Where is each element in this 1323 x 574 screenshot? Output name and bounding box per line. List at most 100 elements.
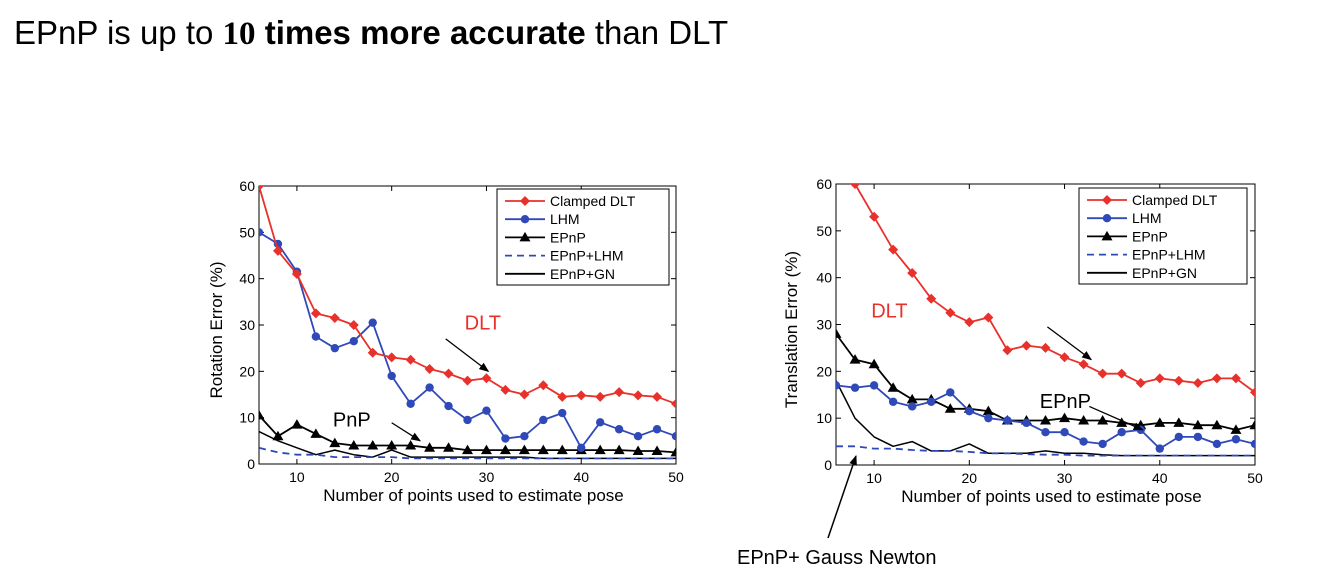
- clamped-dlt-point: [964, 317, 975, 328]
- x-axis-label: Number of points used to estimate pose: [323, 486, 624, 505]
- clamped-dlt-point: [1059, 352, 1070, 363]
- clamped-dlt-point: [1192, 378, 1203, 389]
- clamped-dlt-point: [1135, 378, 1146, 389]
- y-tick-label: 40: [239, 271, 255, 287]
- clamped-dlt-point: [983, 312, 994, 323]
- gauss-newton-label: EPnP+ Gauss Newton: [737, 547, 937, 569]
- clamped-dlt-point: [424, 364, 435, 375]
- clamped-dlt-point: [1002, 345, 1013, 356]
- x-tick-label: 10: [866, 470, 882, 486]
- x-tick-label: 10: [289, 469, 305, 485]
- translation-error-chart: 10 20 30 40 50 0 10 20 30 40 50 60 Number of points …: [782, 176, 1263, 506]
- epnp-point: [291, 419, 303, 429]
- y-axis-label: Rotation Error (%): [207, 262, 226, 399]
- lhm-point: [888, 397, 898, 406]
- clamped-dlt-point: [850, 184, 861, 189]
- lhm-point: [927, 397, 936, 406]
- lhm-point: [387, 371, 396, 381]
- lhm-point: [1155, 444, 1164, 453]
- clamped-dlt-point: [614, 387, 625, 398]
- epnp-point: [1040, 415, 1051, 425]
- clamped-dlt-point: [405, 354, 416, 365]
- legend-entry-epnp-gn: EPnP+GN: [550, 266, 615, 282]
- lhm-point: [1212, 439, 1222, 449]
- clamped-dlt-point: [1250, 387, 1255, 398]
- clamped-dlt-point: [633, 390, 644, 401]
- epnp-point: [443, 442, 455, 452]
- x-tick-label: 50: [1247, 470, 1263, 486]
- clamped-dlt-point: [576, 390, 587, 401]
- epnp-point: [499, 444, 511, 455]
- legend-entry-epnp-lhm: EPnP+LHM: [550, 248, 624, 264]
- clamped-dlt-point: [329, 313, 340, 324]
- epnp-point: [944, 403, 956, 413]
- y-tick-label: 30: [816, 317, 832, 333]
- epnp-point: [594, 444, 606, 455]
- epnp-point: [849, 354, 861, 364]
- lhm-point: [463, 415, 472, 425]
- annotation-dlt: DLT: [871, 300, 907, 322]
- lhm-point: [1250, 439, 1255, 449]
- lhm-point: [965, 406, 974, 416]
- clamped-dlt-point: [1040, 342, 1051, 353]
- y-tick-label: 50: [816, 223, 832, 239]
- clamped-dlt-point: [1097, 368, 1108, 379]
- legend-marker-clamped-dlt: [520, 196, 530, 206]
- y-tick-label: 60: [816, 176, 832, 192]
- y-tick-label: 40: [816, 270, 832, 286]
- legend-marker-epnp: [519, 231, 531, 242]
- lhm-point: [984, 413, 993, 423]
- lhm-point: [349, 337, 358, 346]
- legend-marker-lhm: [1102, 214, 1112, 223]
- epnp-point: [982, 405, 994, 416]
- y-tick-label: 0: [247, 456, 255, 472]
- lhm-point: [558, 408, 567, 418]
- annotation-dlt: DLT: [465, 313, 501, 335]
- legend-entry-lhm: LHM: [1132, 210, 1162, 226]
- plot-series: [259, 186, 676, 460]
- lhm-point: [1022, 418, 1031, 428]
- legend-entry-epnp: EPnP: [1132, 228, 1168, 244]
- legend: Clamped DLT LHM EPnP EPnP+LHM EPnP+GN: [496, 188, 670, 286]
- annotation-pnp: PnP: [333, 409, 371, 431]
- annotation-arrow-dlt: [445, 338, 490, 372]
- lhm-point: [1231, 435, 1241, 444]
- lhm-point: [1174, 432, 1184, 442]
- epnp-point: [259, 409, 265, 420]
- epnp-point: [386, 439, 398, 450]
- epnp-point: [836, 328, 842, 338]
- clamped-dlt-point: [1078, 359, 1089, 370]
- epnp-point: [1059, 412, 1071, 423]
- lhm-point: [633, 432, 643, 441]
- clamped-dlt-point: [310, 308, 321, 319]
- epnp-point: [1192, 419, 1204, 430]
- lhm-point: [444, 401, 453, 411]
- clamped-dlt-point: [1154, 373, 1165, 384]
- legend: Clamped DLT LHM EPnP EPnP+LHM EPnP+GN: [1078, 187, 1248, 285]
- x-tick-label: 30: [1057, 470, 1073, 486]
- clamped-dlt-line: [854, 184, 1255, 394]
- lhm-point: [577, 443, 586, 452]
- lhm-point: [1136, 425, 1145, 435]
- y-tick-label: 60: [239, 178, 255, 194]
- lhm-point: [836, 381, 841, 390]
- gauss-newton-arrow: [827, 455, 857, 539]
- lhm-point: [1003, 416, 1012, 425]
- epnp-point: [613, 444, 625, 455]
- epnp-point: [480, 444, 492, 455]
- lhm-point: [520, 432, 529, 441]
- epnp-point: [1116, 417, 1128, 427]
- epnp-point: [556, 444, 568, 455]
- epnp-point: [310, 428, 322, 438]
- epnp-point: [1078, 415, 1090, 425]
- epnp-point: [1097, 415, 1109, 425]
- lhm-point: [406, 399, 415, 408]
- epnp-gn-line: [836, 380, 1255, 457]
- lhm-point: [869, 381, 879, 390]
- epnp-point: [670, 446, 676, 457]
- x-tick-label: 30: [479, 469, 495, 485]
- lhm-point: [1060, 428, 1069, 437]
- epnp-point: [1249, 419, 1255, 430]
- clamped-dlt-point: [386, 352, 397, 363]
- y-tick-label: 50: [239, 224, 255, 240]
